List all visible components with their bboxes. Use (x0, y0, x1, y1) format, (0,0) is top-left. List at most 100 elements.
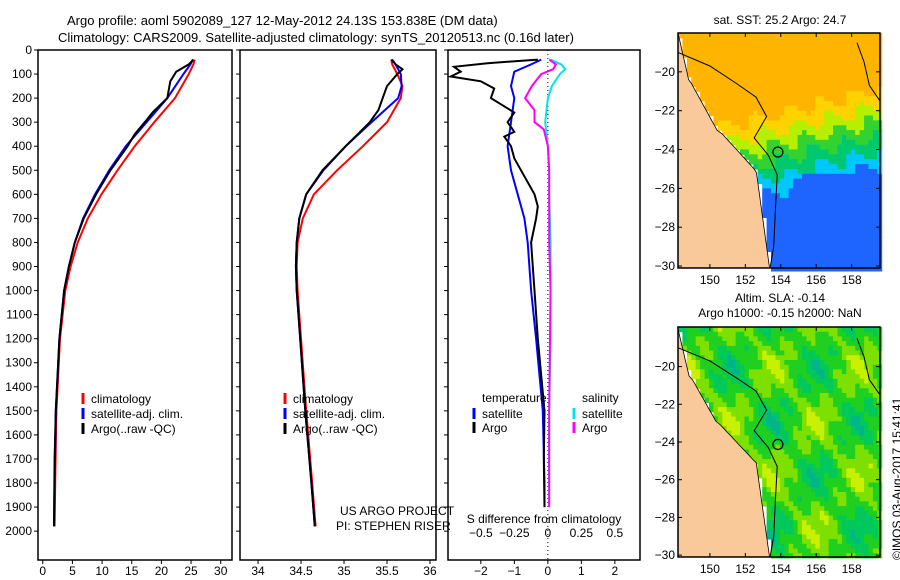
map-cell (788, 256, 794, 262)
map-cell (850, 393, 856, 399)
map-cell (841, 520, 847, 526)
map-cell (802, 193, 807, 199)
map-y-tick-label: −24 (655, 435, 676, 449)
map-cell (788, 217, 794, 223)
map-cell (864, 341, 869, 347)
map-cell (802, 553, 807, 559)
map-cell (766, 435, 772, 441)
map-cell (686, 327, 692, 333)
map-cell (837, 159, 843, 165)
map-cell (744, 378, 750, 384)
map-cell (735, 101, 741, 107)
map-cell (833, 345, 838, 352)
map-cell (779, 426, 785, 432)
map-cell (757, 139, 763, 146)
map-cell (864, 202, 869, 209)
map-cell (837, 81, 843, 87)
map-cell (850, 135, 856, 141)
map-cell (846, 37, 852, 44)
map-cell (784, 327, 790, 333)
map-cell (841, 105, 847, 112)
map-cell (810, 435, 816, 441)
map-cell (837, 529, 843, 535)
map-cell (704, 71, 710, 78)
legend-label: climatology (91, 392, 151, 406)
map-cell (837, 232, 843, 238)
map-cell (850, 369, 856, 375)
map-cell (810, 135, 816, 141)
map-cell (855, 440, 861, 446)
map-cell (748, 350, 754, 356)
map-cell (779, 241, 785, 248)
map-cell (802, 52, 807, 58)
map-cell (784, 261, 790, 267)
map-cell (837, 506, 843, 512)
map-cell (833, 76, 838, 83)
map-cell (810, 37, 816, 44)
map-cell (797, 477, 803, 483)
map-cell (846, 52, 852, 58)
map-cell (753, 444, 759, 450)
map-cell (704, 105, 710, 112)
map-cell (833, 217, 838, 223)
map-cell (771, 539, 776, 545)
map-cell (775, 539, 781, 545)
map-cell (850, 430, 856, 436)
map-cell (757, 144, 763, 151)
map-cell (775, 236, 781, 243)
map-cell (810, 397, 816, 403)
map-cell (841, 173, 847, 180)
map-cell (846, 327, 852, 333)
map-y-tick-label: −20 (655, 65, 676, 79)
map-cell (731, 364, 737, 370)
map-cell (744, 76, 750, 83)
map-cell (762, 91, 768, 97)
map-cell (775, 135, 781, 141)
map-cell (700, 81, 705, 87)
map-cell (841, 227, 847, 233)
map-cell (788, 388, 794, 394)
map-cell (797, 42, 803, 49)
map-cell (784, 435, 790, 441)
map-cell (766, 193, 772, 199)
map-cell (868, 416, 874, 422)
map-cell (784, 154, 790, 160)
map-cell (802, 120, 807, 126)
map-cell (740, 81, 745, 87)
map-cell (797, 350, 803, 356)
map-cell (802, 67, 807, 73)
map-cell (700, 37, 705, 44)
map-cell (824, 477, 830, 483)
map-cell (806, 553, 812, 559)
map-cell (775, 463, 781, 469)
map-cell (779, 468, 785, 474)
map-cell (788, 553, 794, 559)
map-cell (748, 110, 754, 117)
map-cell (713, 383, 719, 389)
map-cell (824, 37, 830, 44)
map-cell (819, 444, 825, 450)
map-cell (713, 360, 719, 366)
map-cell (872, 154, 878, 160)
map-cell (735, 130, 741, 136)
map-cell (837, 188, 843, 194)
map-cell (766, 416, 772, 422)
map-cell (775, 426, 781, 432)
map-cell (771, 393, 776, 399)
map-cell (828, 364, 834, 370)
map-cell (753, 364, 759, 370)
y-tick-label: 0 (25, 43, 32, 57)
map-cell (846, 198, 852, 204)
map-cell (784, 144, 790, 151)
map-y-tick-label: −20 (655, 360, 676, 374)
map-cell (793, 110, 799, 117)
map-cell (833, 47, 838, 53)
map-cell (872, 47, 878, 53)
map-cell (864, 374, 869, 380)
map-cell (784, 411, 790, 417)
map-cell (722, 411, 728, 417)
map-cell (828, 482, 834, 488)
map-x-tick-label: 154 (771, 273, 791, 287)
map-cell (735, 47, 741, 53)
map-cell (864, 105, 869, 112)
